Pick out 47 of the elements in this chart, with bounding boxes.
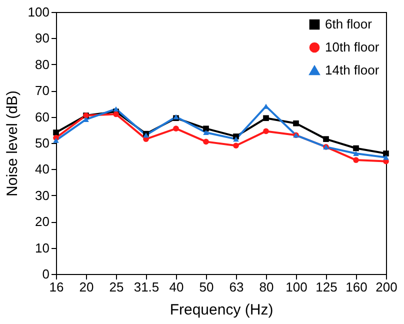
x-tick-label: 80 [259, 280, 274, 294]
legend-label: 6th floor [325, 16, 373, 32]
x-tick-label: 20 [79, 280, 94, 294]
y-tick-label: 50 [35, 136, 50, 150]
x-tick-label: 100 [286, 280, 308, 294]
legend-label: 10th floor [325, 40, 380, 54]
y-tick-label: 10 [35, 240, 50, 256]
x-axis-title: Frequency (Hz) [170, 302, 274, 318]
y-tick-label: 60 [35, 109, 50, 124]
point [353, 145, 359, 152]
point [173, 126, 179, 132]
x-tick-label: 63 [229, 280, 244, 294]
point [53, 138, 59, 143]
point [203, 138, 209, 145]
point [53, 130, 59, 136]
point [383, 154, 389, 160]
point [263, 128, 269, 134]
x-tick-label: 200 [376, 280, 398, 294]
point [203, 126, 209, 132]
y-tick-label: 80 [35, 56, 50, 72]
x-tick-label: 31.5 [134, 280, 160, 294]
legend-label: 14th floor [325, 62, 380, 78]
point [113, 111, 119, 118]
point [233, 136, 239, 142]
x-tick-label: 16 [49, 280, 64, 294]
x-tick-label: 40 [169, 280, 184, 294]
point [203, 130, 209, 136]
point [353, 150, 359, 156]
x-tick-label: 25 [109, 280, 124, 294]
y-tick-label: 20 [35, 214, 50, 230]
point [353, 157, 359, 163]
point [233, 142, 239, 149]
y-tick-label: 30 [35, 188, 50, 203]
y-tick-label: 100 [28, 4, 50, 20]
point [383, 150, 389, 156]
x-tick-label: 160 [346, 280, 368, 294]
point [113, 106, 119, 112]
y-tick-label: 70 [35, 83, 50, 98]
point [323, 136, 329, 142]
x-tick-label: 125 [316, 280, 338, 294]
y-tick-label: 40 [35, 162, 50, 177]
point [263, 115, 269, 122]
y-tick-label: 90 [35, 30, 50, 46]
y-axis-title: Noise level (dB) [4, 90, 21, 196]
point [293, 120, 299, 126]
x-tick-label: 50 [199, 280, 214, 294]
y-tick-label: 0 [42, 266, 50, 282]
